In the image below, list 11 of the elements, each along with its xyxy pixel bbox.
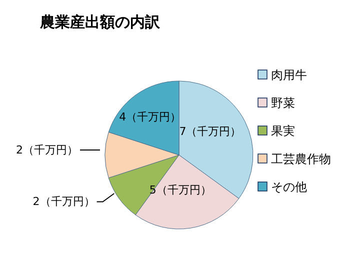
- legend-label: 工芸農作物: [271, 152, 331, 166]
- data-label: 5（千万円）: [149, 184, 212, 197]
- data-label: 7（千万円）: [179, 125, 242, 138]
- data-label: 2（千万円）: [32, 195, 95, 208]
- legend-label: 果実: [271, 124, 295, 138]
- data-label: 4（千万円）: [119, 110, 182, 124]
- chart-title: 農業産出額の内訳: [39, 13, 161, 31]
- legend-label: 肉用牛: [271, 68, 307, 82]
- legend-label: 野菜: [271, 96, 295, 110]
- data-label: 2（千万円）: [16, 144, 78, 156]
- legend-label: その他: [271, 180, 307, 194]
